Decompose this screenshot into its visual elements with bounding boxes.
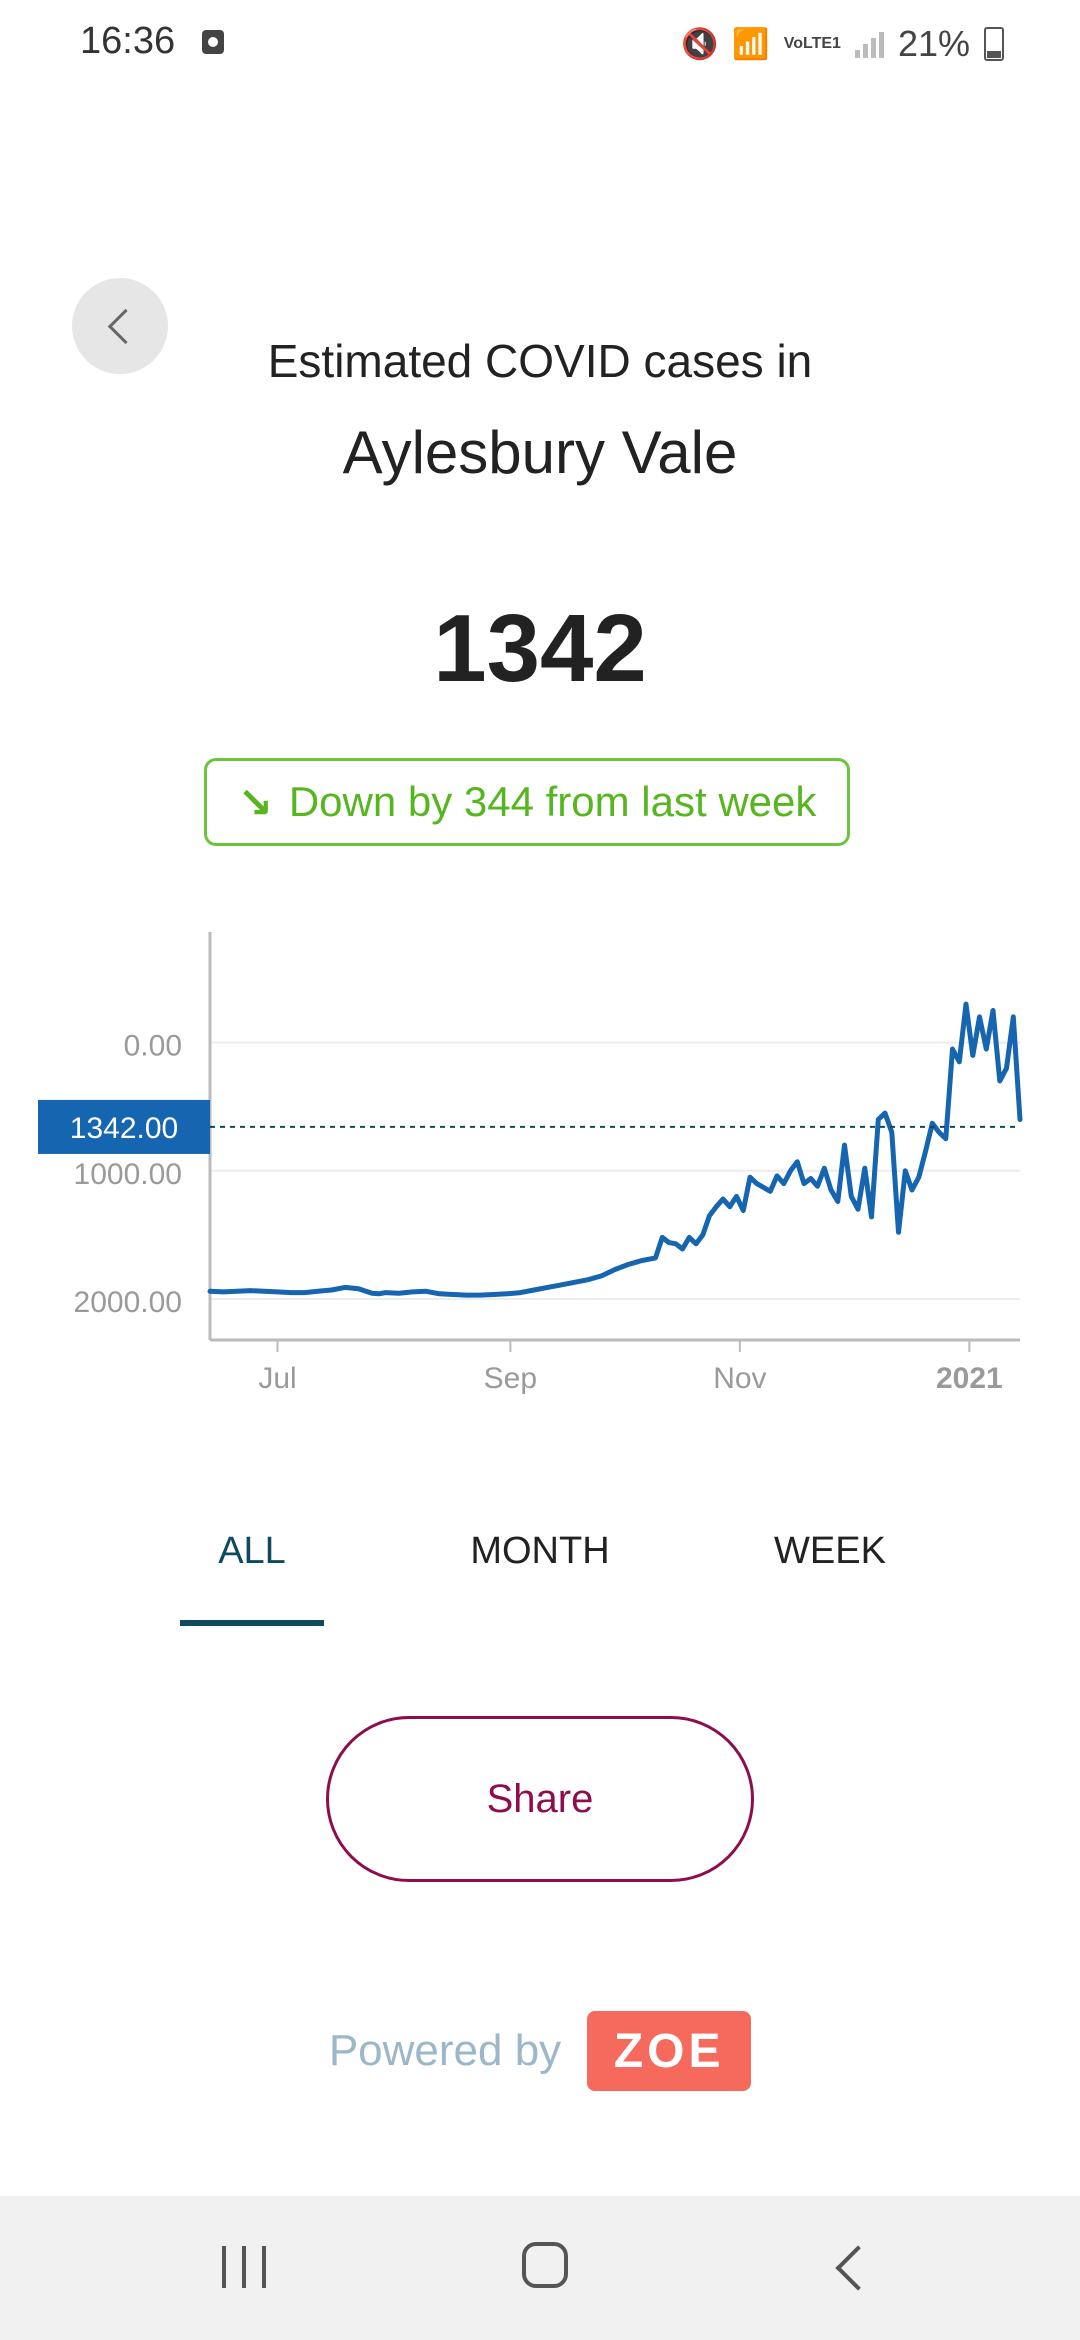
- powered-by: Powered by ZOE: [0, 2010, 1080, 2092]
- estimated-cases-value: 1342: [433, 595, 647, 702]
- arrow-down-right-icon: ↘: [237, 778, 273, 826]
- status-time: 16:36: [80, 20, 176, 62]
- reference-label: 1342.00: [70, 1112, 178, 1145]
- tab-all[interactable]: ALL: [218, 1530, 286, 1572]
- x-tick-label: 2021: [936, 1362, 1003, 1395]
- tab-month[interactable]: MONTH: [470, 1530, 610, 1572]
- cases-chart[interactable]: 2000.00 1000.00 0.00 Jul Sep Nov 2021 1342.00: [0, 930, 1080, 1420]
- trend-badge: ↘ Down by 344 from last week: [204, 758, 850, 846]
- system-nav-bar: [0, 2196, 1080, 2340]
- battery-icon: [984, 27, 1004, 61]
- y-tick-label: 2000.00: [74, 1286, 182, 1319]
- share-button[interactable]: Share: [326, 1716, 754, 1882]
- signal-icon: [854, 30, 884, 58]
- series-line: [207, 1001, 1023, 1298]
- zoe-logo[interactable]: ZOE: [587, 2011, 752, 2091]
- back-button[interactable]: [72, 278, 168, 374]
- tab-week[interactable]: WEEK: [774, 1530, 886, 1572]
- page-subtitle: Estimated COVID cases in: [267, 335, 813, 387]
- mute-icon: 🔇: [681, 27, 719, 61]
- x-tick-label: Jul: [258, 1362, 296, 1395]
- status-icons: 🔇 📶 VoLTE1 21%: [681, 22, 1004, 66]
- trend-text: Down by 344 from last week: [288, 778, 817, 825]
- page-title: Aylesbury Vale: [342, 419, 738, 486]
- wifi-icon: 📶: [732, 27, 770, 61]
- lte-icon: VoLTE1: [783, 35, 841, 52]
- reference-label-box: [38, 1099, 210, 1154]
- y-tick-label: 0.00: [124, 1030, 182, 1063]
- battery-percent: 21%: [897, 23, 970, 64]
- home-button[interactable]: [522, 2242, 568, 2288]
- status-bar: 16:36 🔇 📶 VoLTE1 21%: [0, 0, 1080, 90]
- y-tick-label: 1000.00: [74, 1158, 182, 1191]
- x-tick-label: Sep: [484, 1362, 537, 1395]
- recent-apps-button[interactable]: [222, 2246, 266, 2288]
- powered-by-text: Powered by: [328, 2026, 562, 2075]
- tab-indicator: [180, 1620, 324, 1626]
- notification-icon: [202, 30, 224, 54]
- range-tabs: ALL MONTH WEEK: [0, 1510, 1080, 1630]
- x-tick-label: Nov: [713, 1362, 766, 1395]
- nav-back-button[interactable]: [835, 2245, 881, 2291]
